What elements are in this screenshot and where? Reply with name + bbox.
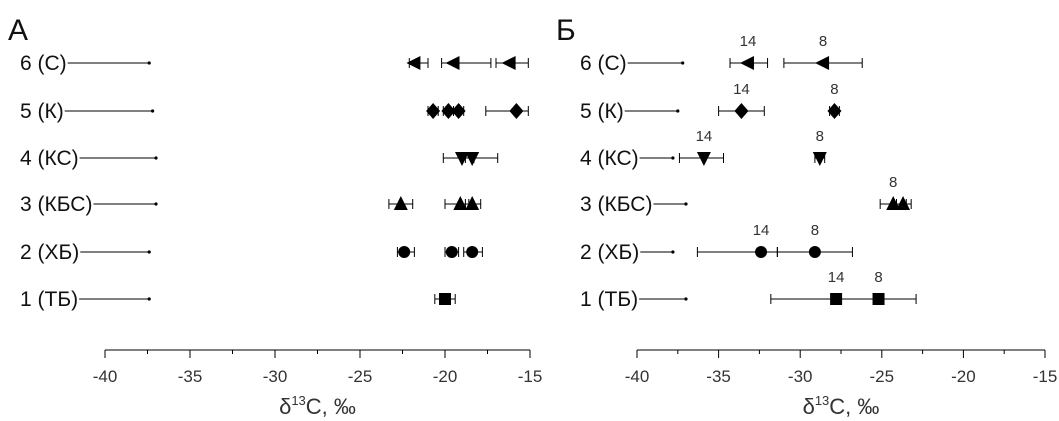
- axis-title-unit: C, ‰: [306, 394, 356, 419]
- category-label: 1 (ТБ): [580, 288, 638, 311]
- data-point-triangle-up: [453, 196, 468, 210]
- data-point-triangle-left: [445, 56, 460, 70]
- data-label: 8: [811, 222, 819, 239]
- category-stub-dot: [147, 61, 151, 65]
- axis-title-unit: C, ‰: [829, 394, 879, 419]
- data-label: 14: [696, 128, 713, 145]
- x-tick-label: -30: [788, 367, 813, 386]
- data-series: 14 8: [718, 81, 842, 119]
- data-label: 14: [753, 222, 770, 239]
- category-stub-dot: [154, 156, 158, 160]
- data-point-triangle-down: [696, 152, 711, 166]
- category-stub-dot: [681, 61, 685, 65]
- data-label: 8: [830, 81, 838, 98]
- data-label: 8: [889, 174, 897, 191]
- x-axis-title: δ13C, ‰: [803, 393, 880, 419]
- x-tick-label: -40: [625, 367, 650, 386]
- data-point-triangle-down: [465, 152, 480, 166]
- data-series: [434, 293, 456, 305]
- category-stub-dot: [147, 250, 151, 254]
- data-point-triangle-down: [812, 152, 827, 166]
- data-point-circle: [445, 246, 458, 258]
- category-stub-dot: [147, 297, 151, 301]
- data-point-diamond: [441, 103, 456, 119]
- x-tick-label: -20: [433, 367, 458, 386]
- data-series: [396, 246, 483, 258]
- x-tick-label: -40: [93, 367, 118, 386]
- category-stub-dot: [151, 109, 155, 113]
- data-point-circle: [398, 246, 411, 258]
- data-point-diamond: [734, 103, 749, 119]
- chart-panel: А -40 -35 -30 -25 -20 -15 δ13C, ‰ 1 (ТБ) 2 (ХБ) 3 …: [8, 14, 542, 419]
- category-label: 5 (К): [20, 100, 64, 123]
- category-label: 1 (ТБ): [20, 288, 78, 311]
- category-stub-dot: [671, 156, 675, 160]
- data-point-triangle-up: [465, 196, 480, 210]
- x-tick-label: -25: [348, 367, 373, 386]
- data-label: 14: [740, 33, 757, 50]
- x-tick-label: -20: [951, 367, 976, 386]
- data-series: 14 8: [696, 222, 853, 258]
- panel-label: Б: [556, 14, 576, 47]
- data-point-triangle-left: [406, 56, 421, 70]
- data-point-square: [439, 293, 451, 305]
- category-label: 3 (КБС): [20, 193, 92, 216]
- axis-title-superscript: 13: [291, 393, 305, 408]
- category-label: 5 (К): [580, 100, 624, 123]
- data-series: 8: [879, 174, 912, 210]
- data-point-triangle-up: [896, 196, 911, 210]
- category-stub-dot: [684, 202, 688, 206]
- data-point-diamond: [827, 103, 842, 119]
- data-point-square: [872, 293, 885, 305]
- data-label: 14: [733, 81, 750, 98]
- data-label: 14: [828, 269, 845, 286]
- x-axis-title: δ13C, ‰: [279, 393, 356, 419]
- category-label: 4 (КС): [580, 147, 639, 170]
- data-point-diamond: [509, 103, 524, 119]
- data-point-diamond: [426, 103, 441, 119]
- x-tick-label: -35: [178, 367, 203, 386]
- x-tick-label: -25: [870, 367, 895, 386]
- data-point-triangle-left: [501, 56, 516, 70]
- data-point-triangle-up: [393, 196, 408, 210]
- category-label: 3 (КБС): [580, 193, 652, 216]
- category-stub-dot: [676, 109, 680, 113]
- data-point-circle: [755, 246, 768, 258]
- data-series: 14 8: [678, 128, 827, 166]
- category-stub-dot: [154, 202, 158, 206]
- x-tick-label: -35: [706, 367, 731, 386]
- category-label: 2 (ХБ): [580, 241, 639, 264]
- data-point-circle: [466, 246, 479, 258]
- data-label: 8: [816, 128, 824, 145]
- data-series: [442, 152, 499, 166]
- data-point-circle: [808, 246, 821, 258]
- category-stub-dot: [684, 297, 688, 301]
- axis-title-superscript: 13: [815, 393, 829, 408]
- category-label: 6 (С): [20, 52, 67, 75]
- data-series: [406, 56, 529, 70]
- data-series: 14 8: [729, 33, 863, 70]
- data-point-triangle-left: [815, 56, 830, 70]
- category-label: 6 (С): [580, 52, 627, 75]
- data-series: [388, 196, 482, 210]
- x-tick-label: -15: [1033, 367, 1058, 386]
- data-label: 8: [874, 269, 882, 286]
- data-series: [426, 103, 529, 119]
- data-point-diamond: [451, 103, 466, 119]
- panel-label: А: [8, 14, 28, 47]
- category-stub-dot: [671, 250, 675, 254]
- axis-title-symbol: δ: [803, 394, 815, 419]
- category-label: 2 (ХБ): [20, 241, 79, 264]
- data-point-triangle-left: [739, 56, 754, 70]
- x-tick-label: -15: [518, 367, 543, 386]
- category-label: 4 (КС): [20, 147, 79, 170]
- data-series: 14 8: [770, 269, 917, 305]
- data-label: 8: [819, 33, 827, 50]
- axis-title-symbol: δ: [279, 394, 291, 419]
- x-tick-label: -30: [263, 367, 288, 386]
- chart-panel: Б -40 -35 -30 -25 -20 -15 δ13C, ‰ 1 (ТБ) 2 (ХБ) 3 …: [556, 14, 1057, 419]
